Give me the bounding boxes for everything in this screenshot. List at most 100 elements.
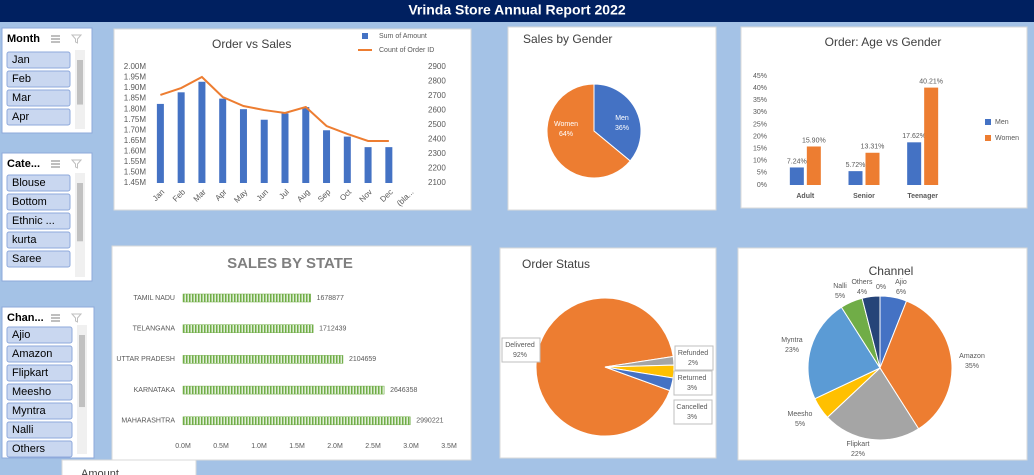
y-tick-label: 5% <box>757 170 767 177</box>
pie-slice <box>604 366 674 392</box>
slice-label: Ajio <box>895 279 907 286</box>
slicer-item[interactable]: kurta <box>6 231 71 249</box>
slicer-item[interactable]: Others <box>6 440 73 458</box>
slicer-item[interactable]: Nalli <box>6 421 73 439</box>
slicer-item-label[interactable]: Jan <box>12 54 30 66</box>
bar <box>182 324 314 333</box>
slice-value-label: 3% <box>687 385 697 392</box>
slicer-item-button[interactable] <box>6 108 71 126</box>
slicer-item-label[interactable]: Myntra <box>12 405 47 417</box>
slicer-item-label[interactable]: kurta <box>12 234 37 246</box>
slicer-item-button[interactable] <box>6 440 73 458</box>
slicer-title: Month <box>7 33 40 45</box>
slicer-item[interactable]: Jan <box>6 51 71 69</box>
y-tick-label: 1.55M <box>124 157 147 166</box>
bar <box>182 355 344 364</box>
bar <box>865 152 880 185</box>
panel <box>113 28 472 211</box>
chart-title: Order vs Sales <box>212 37 291 51</box>
slicer-item[interactable]: Saree <box>6 250 71 268</box>
slicer-item-label[interactable]: Amazon <box>12 348 52 360</box>
slicer-item-button[interactable] <box>6 383 73 401</box>
value-label: 5.72% <box>846 162 866 169</box>
slicer-item-button[interactable] <box>6 174 71 192</box>
slicer-item[interactable]: Amazon <box>6 345 73 363</box>
legend-marker <box>985 135 991 141</box>
y-tick-label: 30% <box>753 109 767 116</box>
slicer-item[interactable]: Flipkart <box>6 364 73 382</box>
slicer-item[interactable]: Ajio <box>6 326 73 344</box>
slicer-item[interactable]: Ethnic ... <box>6 212 71 230</box>
legend-marker <box>362 33 368 39</box>
slice-label: Nalli <box>833 283 847 290</box>
slicer-item-label[interactable]: Nalli <box>12 424 33 436</box>
slicer-item-button[interactable] <box>6 70 71 88</box>
slicer-item-label[interactable]: Ethnic ... <box>12 215 55 227</box>
value-label: 1678877 <box>317 295 344 302</box>
slicer-item[interactable]: Blouse <box>6 174 71 192</box>
y-tick-label: UTTAR PRADESH <box>116 356 175 363</box>
slice-label: Others <box>851 279 873 286</box>
y-tick-label: 2.00M <box>124 62 147 71</box>
slice-value-label: 23% <box>785 347 799 354</box>
slicer-item-button[interactable] <box>6 364 73 382</box>
slicer-item-button[interactable] <box>6 212 71 230</box>
slicer-item-button[interactable] <box>6 421 73 439</box>
slicer-item-button[interactable] <box>6 89 71 107</box>
y-tick-label: 1.85M <box>124 94 147 103</box>
slice-label: Refunded <box>678 350 708 357</box>
x-tick-label: 3.0M <box>403 443 419 450</box>
slicer-item[interactable]: Bottom <box>6 193 71 211</box>
y-tick-label: TAMIL NADU <box>133 295 175 302</box>
slicer-item-label[interactable]: Others <box>12 443 46 455</box>
slicer-item-label[interactable]: Meesho <box>12 386 51 398</box>
slicer-item[interactable]: Mar <box>6 89 71 107</box>
y-tick-label: 35% <box>753 97 767 104</box>
slice-value-label: 5% <box>835 293 845 300</box>
slicer-item-label[interactable]: Blouse <box>12 177 46 189</box>
y-tick-label: 1.50M <box>124 168 147 177</box>
chart-title: Order: Age vs Gender <box>825 35 942 49</box>
slicer-item-label[interactable]: Saree <box>12 253 41 265</box>
legend-marker <box>985 119 991 125</box>
slicer-item-label[interactable]: Apr <box>12 111 29 123</box>
bar <box>907 142 922 185</box>
slicer-item-button[interactable] <box>6 51 71 69</box>
slice-value-label: 64% <box>559 131 573 138</box>
y-tick-label: 40% <box>753 85 767 92</box>
panel <box>740 26 1028 209</box>
slicer-item-button[interactable] <box>6 250 71 268</box>
slicer-item-label[interactable]: Bottom <box>12 196 47 208</box>
bar <box>789 167 804 185</box>
slice-label: Cancelled <box>676 404 707 411</box>
legend-label: Count of Order ID <box>379 47 434 54</box>
y-tick-label: 20% <box>753 133 767 140</box>
chart-title: SALES BY STATE <box>227 255 353 272</box>
slicer-item-label[interactable]: Feb <box>12 73 31 85</box>
y-tick-label: 1.45M <box>124 178 147 187</box>
slicer-item-button[interactable] <box>6 326 73 344</box>
y2-tick-label: 2900 <box>428 62 446 71</box>
slicer-item-button[interactable] <box>6 345 73 363</box>
slicer-item-label[interactable]: Ajio <box>12 329 30 341</box>
slicer-item-button[interactable] <box>6 231 71 249</box>
slicer-item-button[interactable] <box>6 402 73 420</box>
legend-label: Women <box>995 135 1019 142</box>
slicer-item[interactable]: Apr <box>6 108 71 126</box>
bar <box>182 385 385 395</box>
x-tick-label: Teenager <box>907 193 938 200</box>
slicer-item[interactable]: Myntra <box>6 402 73 420</box>
scrollbar-thumb <box>79 335 85 408</box>
slicer-item-button[interactable] <box>6 193 71 211</box>
slicer-item[interactable]: Meesho <box>6 383 73 401</box>
bar <box>343 136 351 183</box>
slicer-item-label[interactable]: Flipkart <box>12 367 48 379</box>
y-tick-label: 1.75M <box>124 115 147 124</box>
slicer-item-label[interactable]: Mar <box>12 92 31 104</box>
slice-value-label: 5% <box>795 421 805 428</box>
bar <box>281 113 289 183</box>
slice-label: Women <box>554 121 578 128</box>
value-label: 40.21% <box>919 78 943 85</box>
bar <box>364 147 372 183</box>
slicer-item[interactable]: Feb <box>6 70 71 88</box>
